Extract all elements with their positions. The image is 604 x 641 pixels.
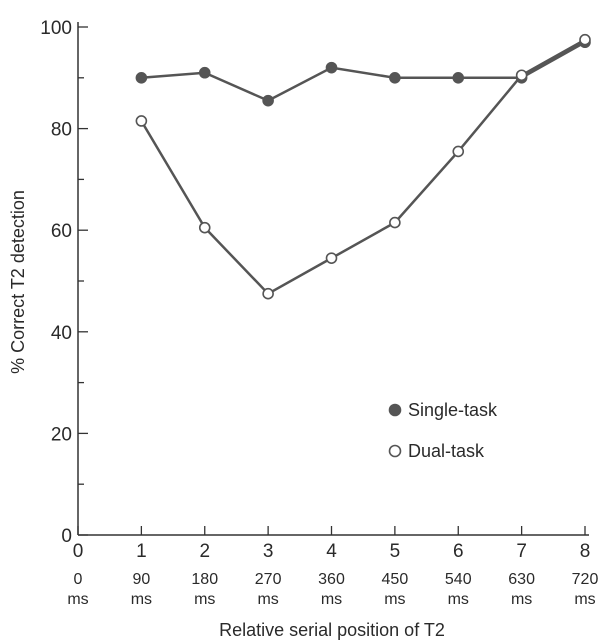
x-tick-label: 8	[580, 541, 591, 562]
x-tick-label: 7	[516, 541, 527, 562]
x-tick-ms-value: 540	[445, 571, 472, 588]
legend-label-dual-task: Dual-task	[408, 441, 485, 461]
x-tick-ms-value: 90	[132, 571, 150, 588]
x-tick-label: 0	[73, 541, 84, 562]
x-tick-label: 6	[453, 541, 464, 562]
x-tick-ms-value: 270	[255, 571, 282, 588]
y-tick-label: 40	[51, 323, 72, 344]
x-tick-ms-value: 360	[318, 571, 345, 588]
x-tick-label: 2	[199, 541, 210, 562]
y-tick-label: 100	[40, 18, 72, 39]
x-tick-ms-value: 630	[508, 571, 535, 588]
axes: 02040608010000ms190ms2180ms3270ms4360ms5…	[40, 18, 598, 608]
x-tick-ms-unit: ms	[448, 591, 469, 608]
x-tick-label: 5	[390, 541, 401, 562]
x-tick-ms-value: 720	[572, 571, 599, 588]
single-task-point	[198, 66, 211, 79]
legend-label-single-task: Single-task	[408, 400, 498, 420]
single-task-point	[452, 72, 465, 84]
single-task-point	[325, 61, 338, 74]
dual-task-point	[135, 115, 148, 127]
legend-marker-single-task	[388, 403, 402, 417]
dual-task-point	[262, 287, 274, 300]
x-tick-ms-unit: ms	[257, 591, 278, 608]
x-tick-label: 4	[326, 541, 337, 562]
y-tick-label: 0	[61, 526, 72, 547]
y-tick-label: 80	[51, 120, 72, 141]
x-tick-ms-unit: ms	[131, 591, 152, 608]
x-tick-ms-unit: ms	[67, 591, 88, 608]
x-tick-ms-value: 180	[191, 571, 218, 588]
y-axis-title: % Correct T2 detection	[8, 190, 28, 374]
x-tick-ms-value: 450	[382, 571, 409, 588]
single-task-point	[262, 94, 274, 107]
x-tick-label: 1	[136, 541, 147, 562]
y-tick-label: 60	[51, 221, 72, 242]
x-tick-ms-value: 0	[74, 571, 83, 588]
single-task-point	[135, 72, 148, 84]
x-tick-ms-unit: ms	[384, 591, 405, 608]
dual-task-point	[389, 216, 401, 229]
dual-task-point	[579, 33, 591, 46]
dual-task-point	[452, 145, 465, 158]
dual-task-point	[198, 221, 211, 234]
single-task-line	[141, 41, 586, 103]
dual-task-point	[325, 252, 338, 264]
x-axis-title: Relative serial position of T2	[219, 620, 445, 640]
legend-marker-dual-task	[388, 444, 402, 458]
single-task-point	[389, 72, 401, 84]
dual-task-line	[140, 38, 586, 296]
y-tick-label: 20	[51, 424, 72, 445]
dual-task-point	[515, 69, 528, 82]
x-tick-ms-unit: ms	[321, 591, 342, 608]
x-tick-ms-unit: ms	[574, 591, 595, 608]
legend: Single-task Dual-task	[388, 400, 498, 461]
x-tick-ms-unit: ms	[511, 591, 532, 608]
x-tick-label: 3	[263, 541, 274, 562]
x-tick-ms-unit: ms	[194, 591, 215, 608]
series-layer	[135, 33, 591, 300]
